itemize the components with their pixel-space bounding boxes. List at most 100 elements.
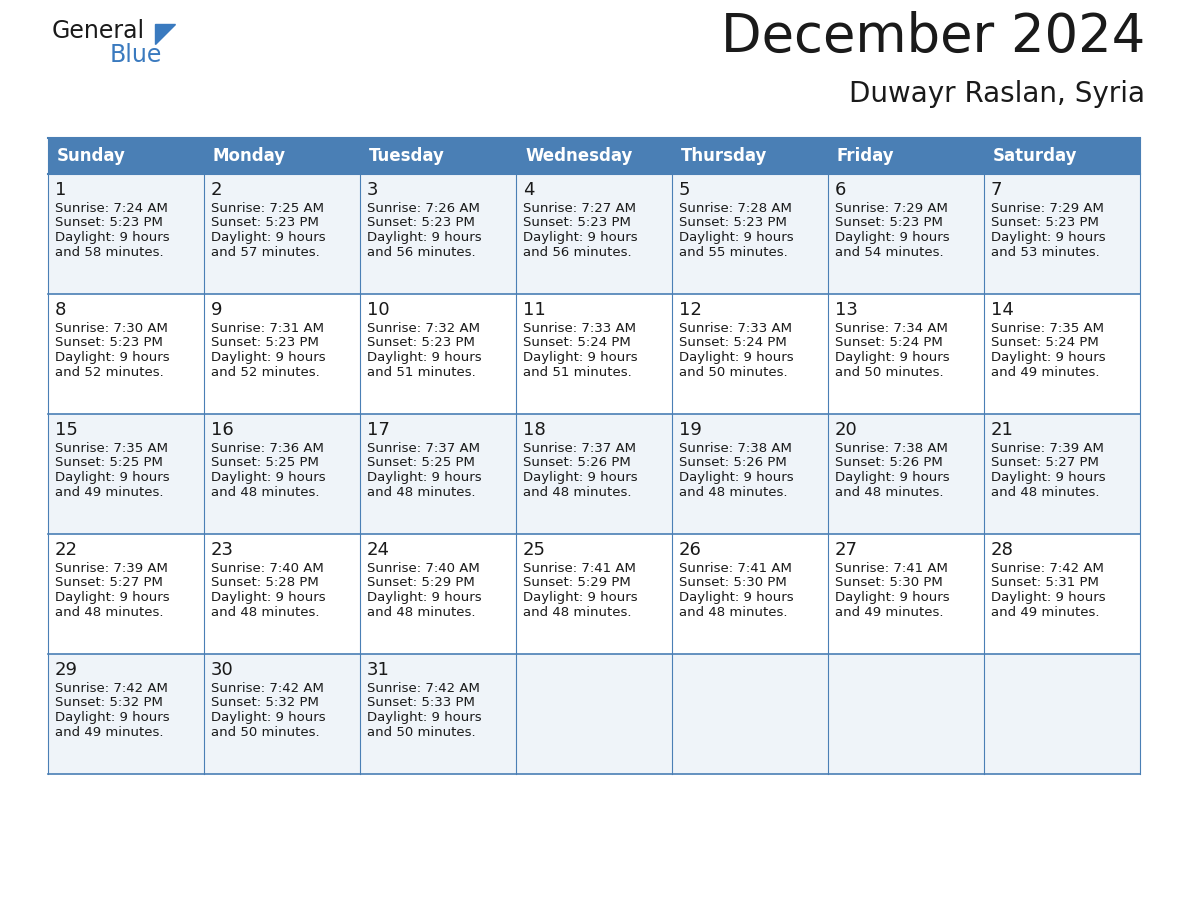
Text: Sunset: 5:27 PM: Sunset: 5:27 PM	[991, 456, 1099, 469]
Text: 15: 15	[55, 421, 78, 439]
Text: Sunrise: 7:42 AM: Sunrise: 7:42 AM	[367, 682, 480, 695]
Text: Sunset: 5:25 PM: Sunset: 5:25 PM	[211, 456, 318, 469]
Text: Daylight: 9 hours: Daylight: 9 hours	[680, 591, 794, 604]
Text: Friday: Friday	[838, 147, 895, 165]
Text: and 50 minutes.: and 50 minutes.	[680, 365, 788, 378]
Text: Tuesday: Tuesday	[369, 147, 444, 165]
Text: Daylight: 9 hours: Daylight: 9 hours	[991, 471, 1106, 484]
Text: Daylight: 9 hours: Daylight: 9 hours	[835, 471, 949, 484]
Text: 20: 20	[835, 421, 858, 439]
Text: 6: 6	[835, 181, 846, 199]
Text: and 56 minutes.: and 56 minutes.	[367, 245, 475, 259]
Bar	[828, 138, 984, 174]
Text: 27: 27	[835, 541, 858, 559]
Text: 8: 8	[55, 301, 67, 319]
Text: Daylight: 9 hours: Daylight: 9 hours	[55, 231, 170, 244]
Text: Sunrise: 7:31 AM: Sunrise: 7:31 AM	[211, 322, 324, 335]
Text: Sunrise: 7:40 AM: Sunrise: 7:40 AM	[367, 562, 480, 575]
Text: and 57 minutes.: and 57 minutes.	[211, 245, 320, 259]
Text: and 48 minutes.: and 48 minutes.	[211, 606, 320, 619]
Text: Sunrise: 7:33 AM: Sunrise: 7:33 AM	[680, 322, 792, 335]
Text: Sunset: 5:23 PM: Sunset: 5:23 PM	[835, 217, 943, 230]
Text: Sunset: 5:24 PM: Sunset: 5:24 PM	[835, 337, 943, 350]
Text: 26: 26	[680, 541, 702, 559]
Text: Daylight: 9 hours: Daylight: 9 hours	[523, 591, 638, 604]
Text: Sunset: 5:23 PM: Sunset: 5:23 PM	[523, 217, 631, 230]
Bar	[48, 414, 1140, 534]
Text: Sunset: 5:30 PM: Sunset: 5:30 PM	[835, 577, 943, 589]
Text: Sunset: 5:23 PM: Sunset: 5:23 PM	[367, 337, 475, 350]
Text: Sunset: 5:32 PM: Sunset: 5:32 PM	[55, 697, 163, 710]
Bar	[48, 138, 204, 174]
Text: Sunrise: 7:32 AM: Sunrise: 7:32 AM	[367, 322, 480, 335]
Text: and 48 minutes.: and 48 minutes.	[55, 606, 164, 619]
Text: Thursday: Thursday	[681, 147, 767, 165]
Bar	[984, 138, 1140, 174]
Text: Daylight: 9 hours: Daylight: 9 hours	[367, 351, 481, 364]
Text: Daylight: 9 hours: Daylight: 9 hours	[211, 591, 326, 604]
Text: Sunrise: 7:35 AM: Sunrise: 7:35 AM	[991, 322, 1104, 335]
Text: Sunrise: 7:34 AM: Sunrise: 7:34 AM	[835, 322, 948, 335]
Text: Sunday: Sunday	[57, 147, 126, 165]
Text: and 48 minutes.: and 48 minutes.	[367, 606, 475, 619]
Text: Sunset: 5:24 PM: Sunset: 5:24 PM	[680, 337, 786, 350]
Text: Sunset: 5:28 PM: Sunset: 5:28 PM	[211, 577, 318, 589]
Bar	[360, 138, 516, 174]
Text: Daylight: 9 hours: Daylight: 9 hours	[680, 351, 794, 364]
Text: 14: 14	[991, 301, 1013, 319]
Text: Daylight: 9 hours: Daylight: 9 hours	[835, 351, 949, 364]
Text: Sunrise: 7:29 AM: Sunrise: 7:29 AM	[991, 202, 1104, 215]
Text: Daylight: 9 hours: Daylight: 9 hours	[211, 711, 326, 724]
Text: Sunset: 5:23 PM: Sunset: 5:23 PM	[55, 217, 163, 230]
Text: Sunset: 5:29 PM: Sunset: 5:29 PM	[523, 577, 631, 589]
Text: and 49 minutes.: and 49 minutes.	[835, 606, 943, 619]
Text: Sunset: 5:23 PM: Sunset: 5:23 PM	[367, 217, 475, 230]
Text: and 56 minutes.: and 56 minutes.	[523, 245, 632, 259]
Text: Sunset: 5:23 PM: Sunset: 5:23 PM	[991, 217, 1099, 230]
Text: Sunset: 5:23 PM: Sunset: 5:23 PM	[680, 217, 786, 230]
Text: and 48 minutes.: and 48 minutes.	[367, 486, 475, 498]
Text: Sunrise: 7:27 AM: Sunrise: 7:27 AM	[523, 202, 636, 215]
Text: 25: 25	[523, 541, 546, 559]
Text: Sunrise: 7:37 AM: Sunrise: 7:37 AM	[523, 442, 636, 455]
Text: Sunset: 5:30 PM: Sunset: 5:30 PM	[680, 577, 786, 589]
Text: Sunrise: 7:26 AM: Sunrise: 7:26 AM	[367, 202, 480, 215]
Text: Sunset: 5:23 PM: Sunset: 5:23 PM	[211, 217, 318, 230]
Text: Sunset: 5:27 PM: Sunset: 5:27 PM	[55, 577, 163, 589]
Text: Daylight: 9 hours: Daylight: 9 hours	[680, 471, 794, 484]
Text: and 50 minutes.: and 50 minutes.	[211, 725, 320, 738]
Text: Sunrise: 7:28 AM: Sunrise: 7:28 AM	[680, 202, 792, 215]
Text: 28: 28	[991, 541, 1013, 559]
Text: Sunset: 5:23 PM: Sunset: 5:23 PM	[211, 337, 318, 350]
Text: and 49 minutes.: and 49 minutes.	[991, 365, 1100, 378]
Text: Sunrise: 7:42 AM: Sunrise: 7:42 AM	[211, 682, 324, 695]
Text: Sunset: 5:24 PM: Sunset: 5:24 PM	[991, 337, 1099, 350]
Text: Sunset: 5:33 PM: Sunset: 5:33 PM	[367, 697, 475, 710]
Text: and 48 minutes.: and 48 minutes.	[991, 486, 1100, 498]
Text: Daylight: 9 hours: Daylight: 9 hours	[523, 231, 638, 244]
Text: and 49 minutes.: and 49 minutes.	[55, 725, 164, 738]
Bar	[204, 138, 360, 174]
Text: 29: 29	[55, 661, 78, 679]
Text: 10: 10	[367, 301, 390, 319]
Text: Daylight: 9 hours: Daylight: 9 hours	[367, 591, 481, 604]
Text: Daylight: 9 hours: Daylight: 9 hours	[55, 711, 170, 724]
Text: Sunset: 5:26 PM: Sunset: 5:26 PM	[523, 456, 631, 469]
Text: 13: 13	[835, 301, 858, 319]
Text: Sunrise: 7:40 AM: Sunrise: 7:40 AM	[211, 562, 324, 575]
Text: Sunrise: 7:33 AM: Sunrise: 7:33 AM	[523, 322, 636, 335]
Text: 7: 7	[991, 181, 1003, 199]
Text: Daylight: 9 hours: Daylight: 9 hours	[367, 471, 481, 484]
Text: December 2024: December 2024	[721, 11, 1145, 63]
Text: Sunset: 5:23 PM: Sunset: 5:23 PM	[55, 337, 163, 350]
Text: 4: 4	[523, 181, 535, 199]
Text: and 52 minutes.: and 52 minutes.	[55, 365, 164, 378]
Text: and 48 minutes.: and 48 minutes.	[680, 606, 788, 619]
Text: Sunrise: 7:42 AM: Sunrise: 7:42 AM	[991, 562, 1104, 575]
Text: and 48 minutes.: and 48 minutes.	[680, 486, 788, 498]
Text: 21: 21	[991, 421, 1013, 439]
Text: Daylight: 9 hours: Daylight: 9 hours	[211, 231, 326, 244]
Text: Saturday: Saturday	[993, 147, 1078, 165]
Text: Sunset: 5:31 PM: Sunset: 5:31 PM	[991, 577, 1099, 589]
Text: Daylight: 9 hours: Daylight: 9 hours	[835, 231, 949, 244]
